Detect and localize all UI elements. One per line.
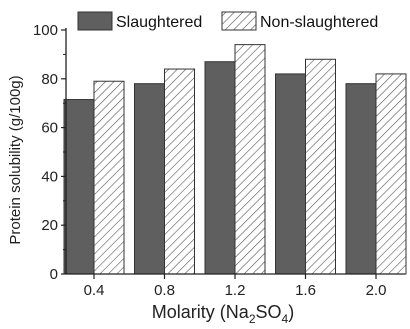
legend-label-non-slaughtered: Non-slaughtered [260,14,378,31]
y-tick-label-80: 80 [41,71,58,88]
bar-slaughtered-2.0 [345,83,377,275]
y-tick-label-60: 60 [41,120,58,137]
x-tick-label-0.4: 0.4 [84,282,105,299]
axes-group: 0 20 40 60 80 100 0.4 0.8 1.2 1.6 2.0 [33,22,405,299]
legend-label-slaughtered: Slaughtered [116,14,202,31]
bar-slaughtered-1.2 [204,61,236,275]
y-axis-title: Protein solubility (g/100g) [7,75,24,244]
y-tick-label-100: 100 [33,22,58,39]
bar-non-slaughtered-1.6 [305,58,336,275]
bar-non-slaughtered-1.2 [234,44,266,275]
bars-group [63,44,407,275]
x-tick-label-1.2: 1.2 [225,282,246,299]
bar-slaughtered-0.4 [63,99,95,275]
bar-non-slaughtered-2.0 [375,73,407,275]
legend-swatch-non-slaughtered [221,11,257,31]
bar-non-slaughtered-0.8 [164,68,195,275]
legend-swatch-slaughtered [77,11,113,31]
x-tick-label-1.6: 1.6 [295,282,316,299]
y-tick-label-40: 40 [41,168,58,185]
x-tick-label-2.0: 2.0 [366,282,387,299]
legend: Slaughtered Non-slaughtered [77,11,378,31]
bar-non-slaughtered-0.4 [93,80,125,275]
x-axis-title: Molarity (Na2SO4) [152,302,294,326]
bar-slaughtered-0.8 [134,83,165,275]
y-tick-label-20: 20 [41,217,58,234]
y-tick-label-0: 0 [50,266,58,283]
bar-slaughtered-1.6 [275,73,306,275]
x-tick-label-0.8: 0.8 [154,282,175,299]
